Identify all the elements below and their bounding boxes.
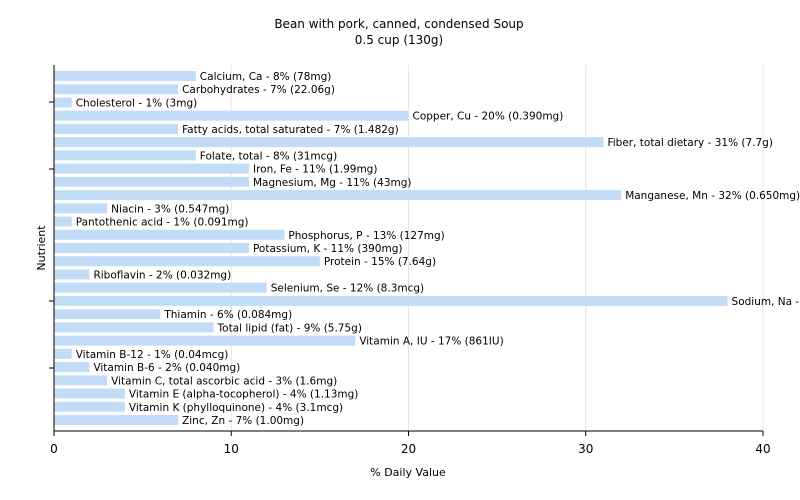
bar-label: Vitamin C, total ascorbic acid - 3% (1.6… — [111, 375, 337, 387]
bar — [54, 203, 108, 214]
bar-label: Potassium, K - 11% (390mg) — [253, 243, 403, 255]
bar — [54, 137, 604, 148]
bar-label: Magnesium, Mg - 11% (43mg) — [253, 177, 412, 189]
bar-label: Vitamin K (phylloquinone) - 4% (3.1mcg) — [129, 402, 343, 414]
bar-label: Vitamin B-6 - 2% (0.040mg) — [93, 362, 240, 374]
bar — [54, 110, 409, 121]
bar — [54, 97, 72, 108]
bar-label: Vitamin B-12 - 1% (0.04mcg) — [76, 349, 229, 361]
bar — [54, 295, 728, 306]
x-axis-label: % Daily Value — [370, 466, 446, 479]
bar — [54, 84, 179, 95]
bar — [54, 123, 179, 134]
x-tick-label: 0 — [50, 442, 58, 456]
axes: 0 10 20 30 40 — [49, 65, 771, 456]
bar-label: Pantothenic acid - 1% (0.091mg) — [76, 217, 249, 229]
y-axis-label: Nutrient — [35, 225, 48, 271]
bar-label: Sodium, Na - 38% (922mg) — [732, 296, 800, 308]
bar — [54, 401, 125, 412]
bar-label: Carbohydrates - 7% (22.06g) — [182, 84, 335, 96]
bar-label: Riboflavin - 2% (0.032mg) — [93, 269, 231, 281]
bar-label: Protein - 15% (7.64g) — [324, 256, 436, 268]
bar — [54, 71, 196, 81]
bar-label: Niacin - 3% (0.547mg) — [111, 203, 229, 215]
bar-label: Cholesterol - 1% (3mg) — [76, 97, 198, 109]
bar-label: Selenium, Se - 12% (8.3mcg) — [271, 283, 424, 295]
bar-label: Iron, Fe - 11% (1.99mg) — [253, 164, 377, 176]
bar — [54, 176, 249, 187]
x-tick-label: 30 — [578, 442, 593, 456]
bar — [54, 362, 90, 373]
chart-title: Bean with pork, canned, condensed Soup — [274, 17, 523, 31]
bar — [54, 375, 108, 386]
bars: Calcium, Ca - 8% (78mg)Carbohydrates - 7… — [54, 71, 800, 427]
bar-label: Vitamin A, IU - 17% (861IU) — [359, 336, 503, 348]
bar — [54, 388, 125, 399]
x-tick-label: 10 — [224, 442, 239, 456]
bar-label: Calcium, Ca - 8% (78mg) — [200, 71, 332, 83]
bar — [54, 269, 90, 280]
x-tick-label: 20 — [401, 442, 416, 456]
bar — [54, 243, 249, 253]
bar-label: Copper, Cu - 20% (0.390mg) — [413, 111, 564, 123]
bar — [54, 216, 72, 227]
bar — [54, 322, 214, 333]
bar — [54, 415, 179, 425]
bar-label: Vitamin E (alpha-tocopherol) - 4% (1.13m… — [129, 389, 359, 401]
bar-label: Thiamin - 6% (0.084mg) — [163, 309, 292, 321]
bar-label: Fiber, total dietary - 31% (7.7g) — [607, 137, 772, 149]
bar — [54, 256, 320, 267]
bar — [54, 150, 196, 161]
x-tick-label: 40 — [755, 442, 770, 456]
chart-subtitle: 0.5 cup (130g) — [355, 33, 443, 47]
bar-label: Folate, total - 8% (31mcg) — [200, 150, 337, 162]
bar — [54, 348, 72, 359]
bar-label: Total lipid (fat) - 9% (5.75g) — [217, 322, 362, 334]
bar — [54, 163, 249, 174]
bar — [54, 335, 356, 346]
bar — [54, 309, 161, 320]
bar-label: Manganese, Mn - 32% (0.650mg) — [625, 190, 800, 202]
bar-label: Phosphorus, P - 13% (127mg) — [288, 230, 444, 242]
bar — [54, 190, 622, 201]
bar-label: Zinc, Zn - 7% (1.00mg) — [182, 415, 304, 427]
bar — [54, 282, 267, 293]
bar — [54, 229, 285, 240]
bar-label: Fatty acids, total saturated - 7% (1.482… — [182, 124, 399, 136]
